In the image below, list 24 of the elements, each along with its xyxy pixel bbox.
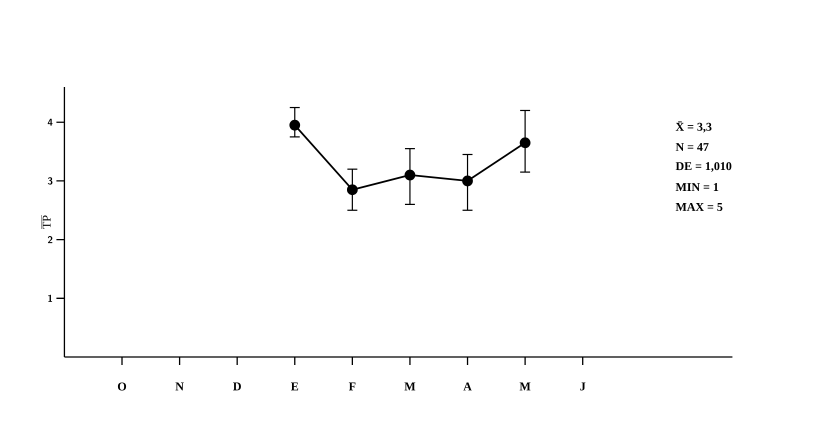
point <box>520 137 530 148</box>
point <box>289 120 300 131</box>
text: X̄ = 3,3 <box>676 121 712 133</box>
text: DE = 1,010 <box>676 162 732 172</box>
x-tick-label: J <box>580 382 586 390</box>
x-tick-label: M <box>520 382 530 390</box>
y-axis-title: TP <box>42 215 51 229</box>
y-tick-label: 1 <box>48 294 52 302</box>
text: N = 47 <box>676 143 709 151</box>
x-tick-label: M <box>404 382 416 390</box>
x-tick-label: A <box>463 382 472 390</box>
x-tick-label: F <box>348 382 356 390</box>
x-tick-label: E <box>290 382 298 390</box>
y-tick-label: 2 <box>48 236 52 244</box>
x-tick-label: O <box>118 382 126 391</box>
text: MAX = 5 <box>676 202 722 211</box>
x-tick-label: D <box>233 382 241 390</box>
point <box>462 176 473 186</box>
point <box>404 170 416 180</box>
point <box>346 184 358 196</box>
y-tick-label: 4 <box>48 118 53 126</box>
x-tick-label: N <box>176 382 184 390</box>
text: MIN = 1 <box>676 183 718 191</box>
y-tick-label: 3 <box>48 177 52 185</box>
